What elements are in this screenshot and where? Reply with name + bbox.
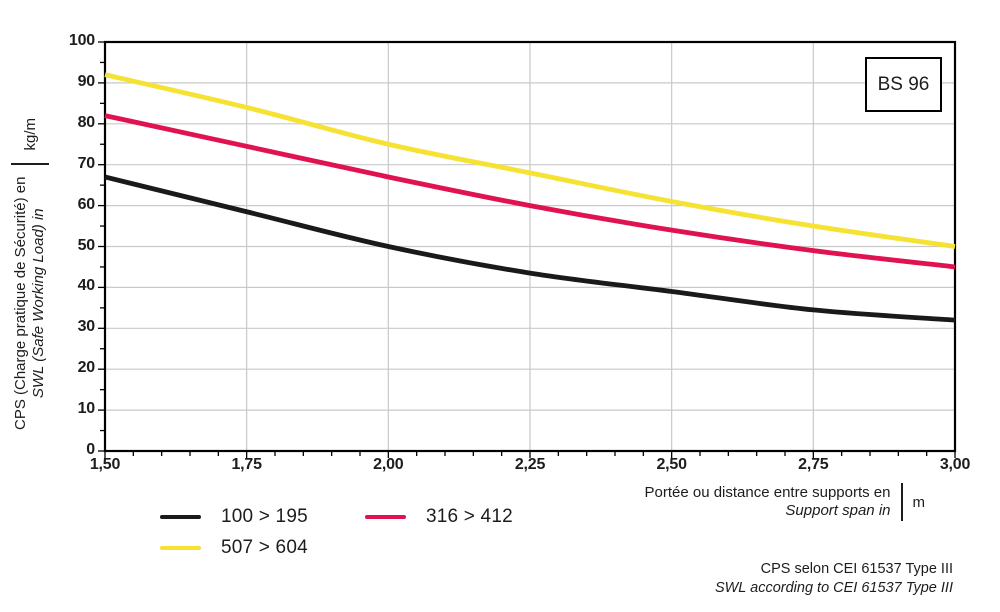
series-line-316-412 <box>104 113 956 270</box>
footnote-fr: CPS selon CEI 61537 Type III <box>760 561 953 577</box>
y-axis-title-fr: CPS (Charge pratique de Sécurité) en <box>12 176 30 430</box>
legend-item: 507 > 604 <box>160 536 365 560</box>
x-tick-label: 2,00 <box>373 456 404 473</box>
x-axis-unit: m <box>912 493 926 511</box>
x-axis-unit-separator <box>900 483 903 521</box>
legend-label: 507 > 604 <box>221 537 308 558</box>
y-axis-unit: kg/m <box>21 118 39 151</box>
x-axis-title-en: Support span in <box>785 502 891 519</box>
y-tick-label: 40 <box>77 277 96 295</box>
y-tick-label: 60 <box>77 195 96 213</box>
x-tick-label: 3,00 <box>939 456 971 473</box>
x-tick-label: 2,25 <box>514 456 546 473</box>
y-tick-label: 70 <box>77 154 96 172</box>
y-tick-label: 50 <box>77 236 96 254</box>
y-tick-label: 30 <box>77 318 96 336</box>
x-tick-label: 2,50 <box>656 456 687 473</box>
y-tick-label: 0 <box>86 441 95 458</box>
legend-swatch <box>365 514 406 520</box>
legend-item: 316 > 412 <box>365 505 513 529</box>
x-axis-title-fr: Portée ou distance entre supports en <box>644 484 891 502</box>
standard-badge: BS 96 <box>865 57 942 112</box>
y-tick-label: 80 <box>77 113 96 131</box>
legend-swatch <box>160 514 201 520</box>
plot-area <box>98 40 957 458</box>
legend-item: 100 > 195 <box>160 505 365 529</box>
y-axis-title-text: CPS (Charge pratique de Sécurité) en SWL… <box>12 177 47 430</box>
y-tick-label: 10 <box>77 400 96 418</box>
legend-label: 316 > 412 <box>426 506 513 527</box>
x-tick-label: 1,75 <box>231 456 262 473</box>
legend-label: 100 > 195 <box>221 506 308 527</box>
footnote-en: SWL according to CEI 61537 Type III <box>714 579 953 596</box>
series-line-507-604 <box>104 72 956 249</box>
x-tick-label: 2,75 <box>798 456 829 473</box>
y-tick-label: 90 <box>77 72 96 90</box>
legend: 100 > 195 316 > 412 507 > 604 <box>160 505 513 560</box>
x-axis-title-text: Portée ou distance entre supports en Sup… <box>645 484 891 519</box>
legend-swatch <box>160 545 201 551</box>
y-tick-label: 100 <box>68 32 95 49</box>
x-axis-title: Portée ou distance entre supports en Sup… <box>645 483 926 521</box>
x-tick-label: 1,50 <box>89 456 121 473</box>
footnote: CPS selon CEI 61537 Type III SWL accordi… <box>715 560 953 597</box>
y-tick-label: 20 <box>77 359 96 377</box>
series-line-100-195 <box>104 174 956 323</box>
y-axis-title-en: SWL (Safe Working Load) in <box>30 208 47 399</box>
